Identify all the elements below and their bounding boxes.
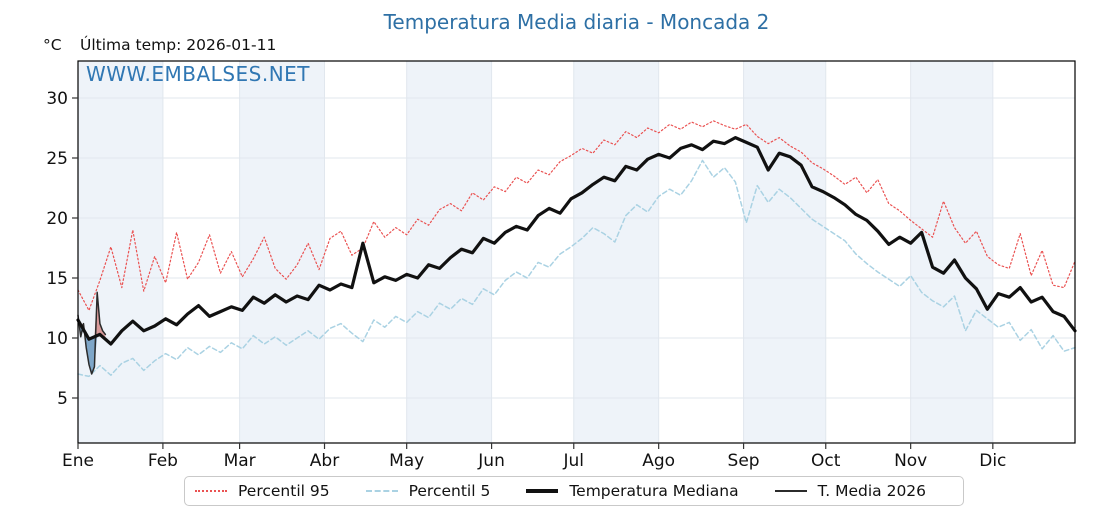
percentil-5-line-sample-icon [365,490,398,492]
x-tick-label: Abr [310,451,339,471]
month-stripe [743,61,826,443]
x-tick-label: Jul [563,451,585,471]
embalses-watermark: WWW.EMBALSES.NET [86,62,311,86]
y-axis-unit-label: °C [43,36,62,54]
x-tick-label: Ago [642,451,675,471]
x-tick-label: Nov [894,451,927,471]
month-stripe [992,61,1075,443]
y-tick-label: 20 [46,209,68,229]
series-line-temperatura-mediana [76,136,1077,346]
t-media-2026-line-sample-icon [774,490,807,492]
legend-label: Temperatura Mediana [569,482,739,500]
legend-label: Percentil 5 [408,482,491,500]
x-tick-label: Oct [811,451,841,471]
month-stripe [825,61,911,443]
x-tick-label: Jun [477,451,505,471]
legend-label: Percentil 95 [238,482,330,500]
percentil-95-line-sample-icon [195,490,227,492]
y-tick-label: 5 [57,389,68,409]
page-title: Temperatura Media diaria - Moncada 2 [383,10,770,34]
legend-item-temperatura-mediana: Temperatura Mediana [526,482,739,500]
x-tick-label: Ene [62,451,94,471]
y-tick-label: 30 [46,89,68,109]
legend-item-t-media-2026: T. Media 2026 [774,482,927,500]
month-stripe [78,61,163,443]
temperatura-mediana-line-sample-icon [526,489,559,493]
fill-above-median [78,292,106,340]
plot-border [77,60,1076,444]
x-tick-label: Dic [979,451,1006,471]
chart-legend: Percentil 95 Percentil 5 Temperatura Med… [184,476,964,506]
y-tick-label: 25 [46,149,68,169]
y-tick-label: 10 [46,329,68,349]
month-stripe [491,61,574,443]
month-stripe [162,61,240,443]
x-tick-label: Mar [224,451,256,471]
month-stripe [573,61,659,443]
x-tick-label: May [389,451,424,471]
x-tick-label: Sep [728,451,760,471]
x-tick-label: Feb [148,451,178,471]
month-stripe [658,61,744,443]
y-tick-label: 15 [46,269,68,289]
series-line-percentil-5 [77,159,1076,378]
month-stripe [910,61,993,443]
last-temp-label: Última temp: 2026-01-11 [80,36,277,54]
month-stripe [406,61,492,443]
series-line-percentil-95 [77,120,1076,311]
legend-item-percentil-5: Percentil 5 [365,482,491,500]
legend-label: T. Media 2026 [817,482,927,500]
legend-item-percentil-95: Percentil 95 [195,482,330,500]
month-stripe [239,61,325,443]
